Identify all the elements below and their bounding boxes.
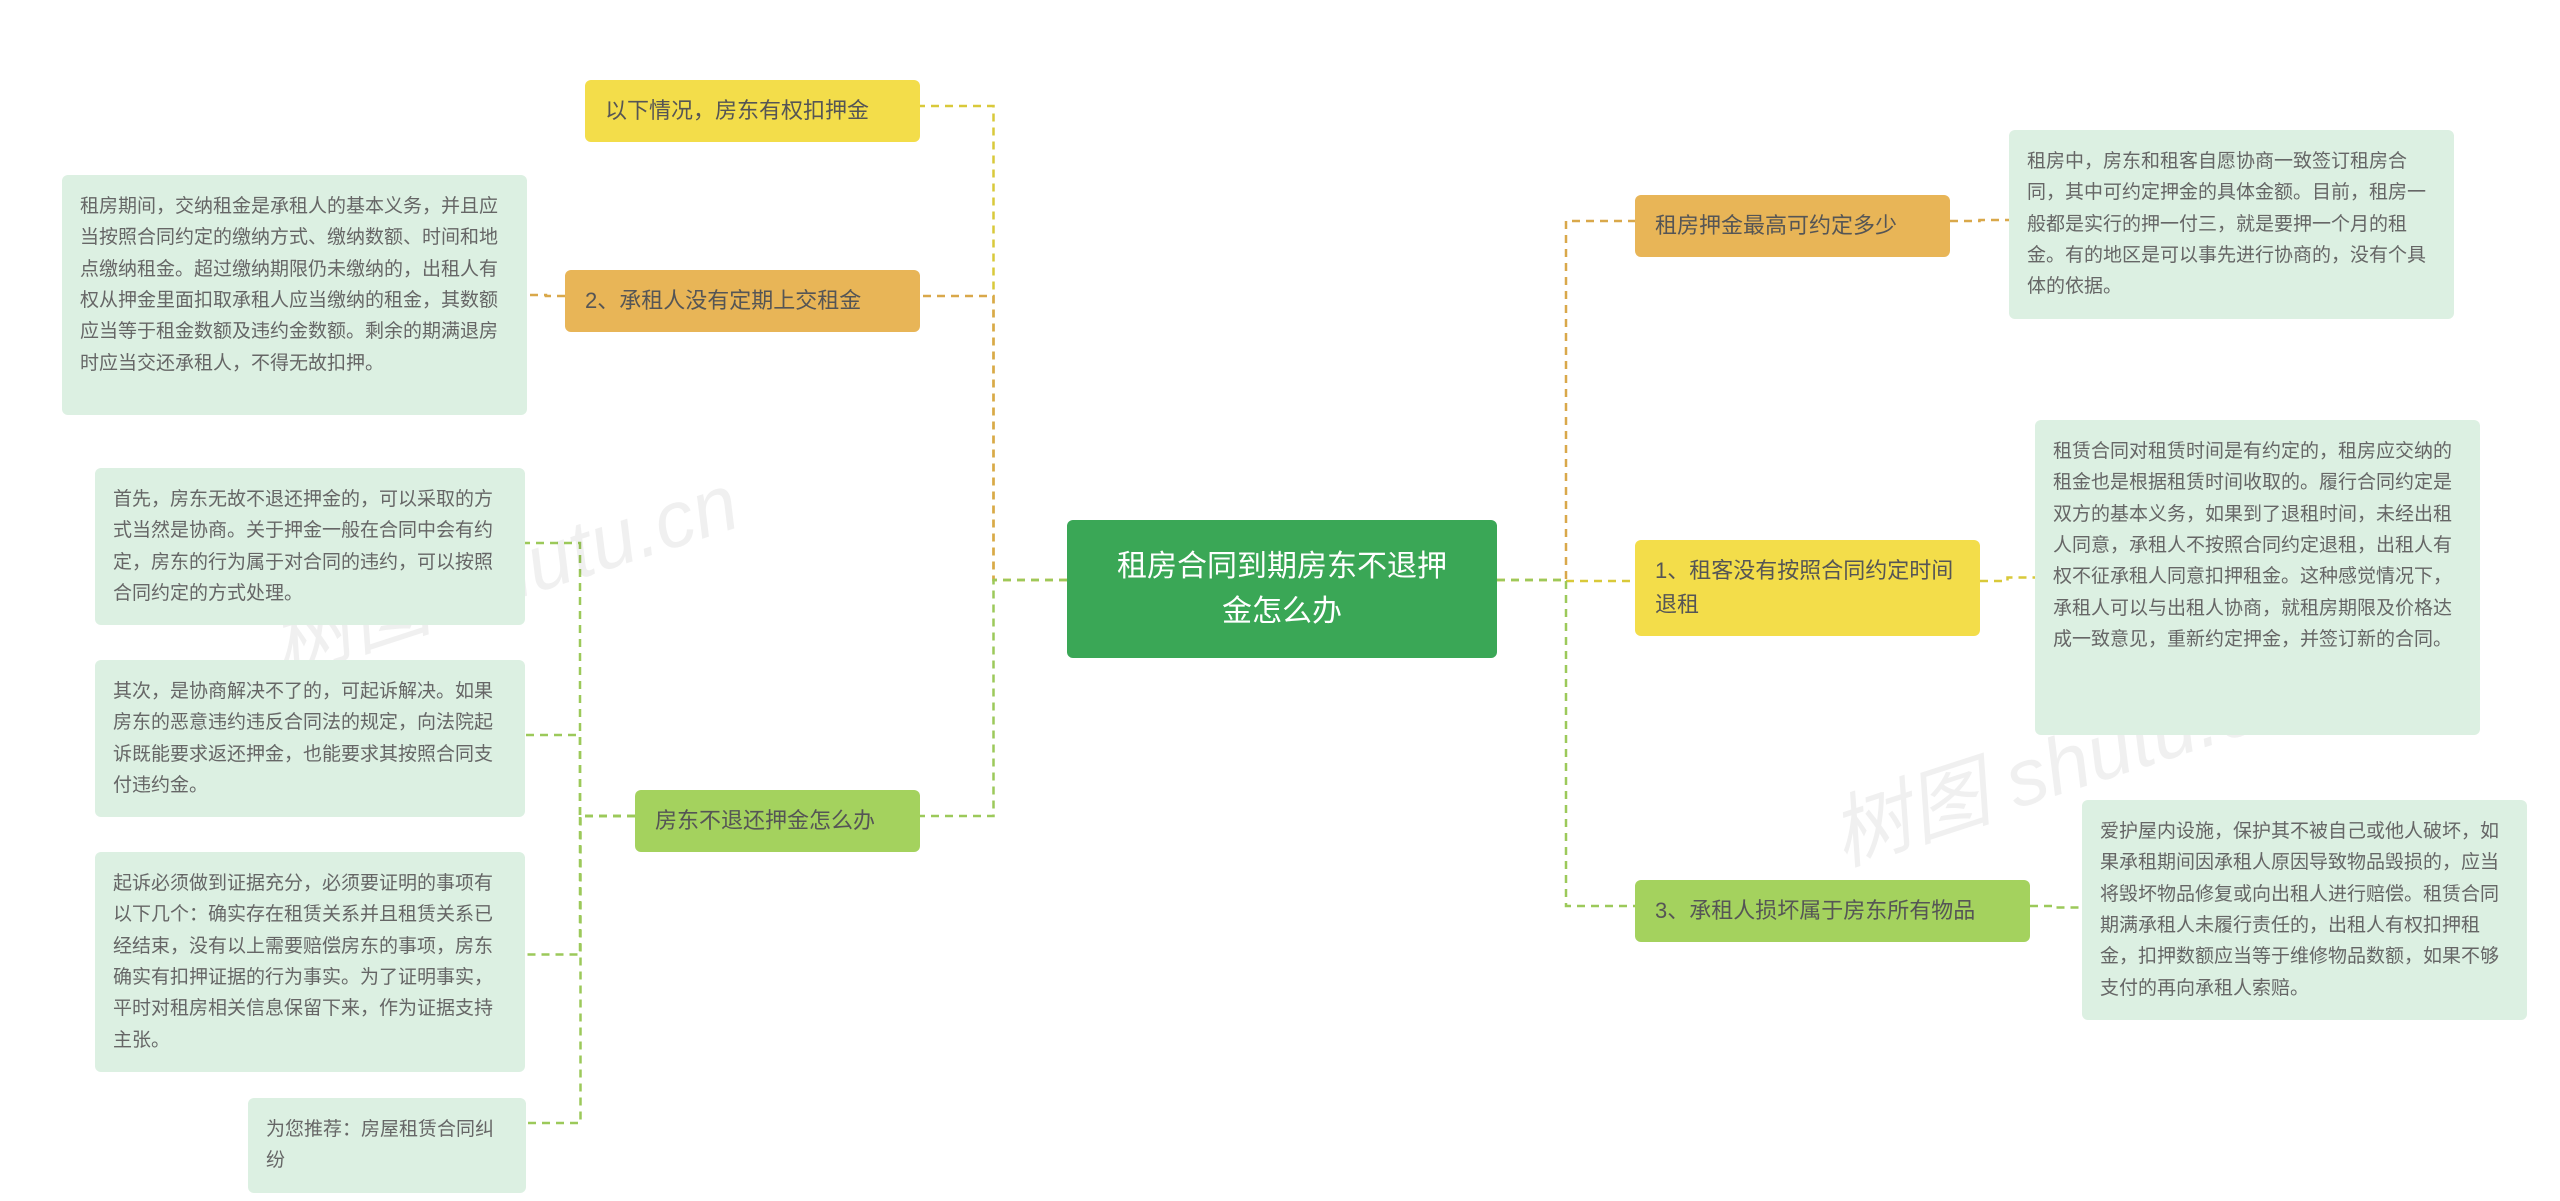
mindmap-node: 其次，是协商解决不了的，可起诉解决。如果房东的恶意违约违反合同法的规定，向法院起… bbox=[95, 660, 525, 817]
mindmap-node: 租赁合同对租赁时间是有约定的，租房应交纳的租金也是根据租赁时间收取的。履行合同约… bbox=[2035, 420, 2480, 735]
mindmap-node: 1、租客没有按照合同约定时间退租 bbox=[1635, 540, 1980, 636]
mindmap-node: 2、承租人没有定期上交租金 bbox=[565, 270, 920, 332]
root-node: 租房合同到期房东不退押 金怎么办 bbox=[1067, 520, 1497, 658]
mindmap-node: 首先，房东无故不退还押金的，可以采取的方式当然是协商。关于押金一般在合同中会有约… bbox=[95, 468, 525, 625]
mindmap-node: 租房押金最高可约定多少 bbox=[1635, 195, 1950, 257]
mindmap-node: 为您推荐：房屋租赁合同纠纷 bbox=[248, 1098, 526, 1193]
mindmap-node: 3、承租人损坏属于房东所有物品 bbox=[1635, 880, 2030, 942]
mindmap-node: 租房中，房东和租客自愿协商一致签订租房合同，其中可约定押金的具体金额。目前，租房… bbox=[2009, 130, 2454, 319]
mindmap-node: 起诉必须做到证据充分，必须要证明的事项有以下几个：确实存在租赁关系并且租赁关系已… bbox=[95, 852, 525, 1072]
mindmap-node: 房东不退还押金怎么办 bbox=[635, 790, 920, 852]
mindmap-node: 爱护屋内设施，保护其不被自己或他人破坏，如果承租期间因承租人原因导致物品毁损的，… bbox=[2082, 800, 2527, 1020]
mindmap-node: 租房期间，交纳租金是承租人的基本义务，并且应当按照合同约定的缴纳方式、缴纳数额、… bbox=[62, 175, 527, 415]
mindmap-node: 以下情况，房东有权扣押金 bbox=[585, 80, 920, 142]
